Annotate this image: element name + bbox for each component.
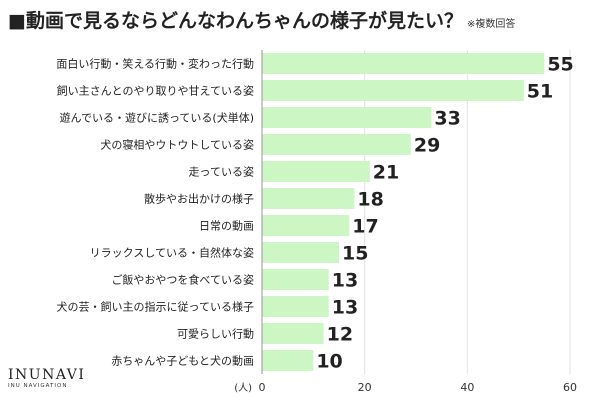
category-label: 犬の芸・飼い主の指示に従っている様子	[57, 300, 254, 314]
x-tick-label: 60	[563, 381, 577, 394]
category-label: 走っている姿	[189, 166, 254, 179]
category-label: 犬の寝相やウトウトしている姿	[100, 138, 254, 152]
category-label: ご飯やおやつを食べている姿	[111, 273, 254, 287]
value-label: 13	[332, 270, 358, 292]
category-label: 飼い主さんとのやり取りや甘えている姿	[57, 84, 254, 98]
value-label: 15	[342, 243, 368, 265]
bar	[262, 215, 350, 236]
chart-note: ※複数回答	[466, 19, 516, 30]
value-label: 51	[527, 81, 553, 103]
bar	[262, 350, 314, 371]
brand-logo: INUNAVI INU NAVIGATION	[8, 368, 85, 390]
bar	[262, 269, 329, 290]
x-unit-label: (人)	[234, 382, 252, 394]
bar	[262, 53, 545, 74]
value-label: 29	[414, 135, 440, 157]
value-label: 33	[434, 108, 460, 130]
x-tick-label: 40	[460, 381, 474, 394]
bar	[262, 134, 411, 155]
bar	[262, 323, 324, 344]
category-label: 面白い行動・笑える行動・変わった行動	[56, 57, 254, 71]
bar	[262, 161, 370, 182]
bar	[262, 80, 524, 101]
value-label: 18	[357, 189, 383, 211]
category-label: 散歩やお出かけの様子	[144, 192, 254, 206]
chart-title-text: ■動画で見るならどんなわんちゃんの様子が見たい？	[8, 10, 463, 32]
x-tick-label: 0	[259, 381, 266, 394]
chart-title: ■動画で見るならどんなわんちゃんの様子が見たい？ ※複数回答	[8, 6, 515, 33]
value-label: 17	[352, 216, 378, 238]
category-label: リラックスしている・自然体な姿	[90, 246, 254, 260]
category-label: 遊んでいる・遊びに誘っている(犬単体)	[60, 111, 254, 125]
brand-logo-tagline: INU NAVIGATION	[8, 383, 68, 389]
category-label: 赤ちゃんや子どもと犬の動画	[111, 354, 254, 368]
value-label: 21	[373, 162, 399, 184]
value-label: 13	[332, 297, 358, 319]
category-label: 可愛らしい行動	[177, 327, 254, 341]
brand-logo-name: INUNAVI	[8, 367, 86, 383]
x-tick-label: 20	[358, 381, 372, 394]
value-label: 12	[327, 324, 353, 346]
bar	[262, 188, 355, 209]
bar	[262, 242, 339, 263]
value-label: 55	[547, 54, 573, 76]
value-label: 10	[316, 351, 342, 373]
bar	[262, 107, 432, 128]
category-label: 日常の動画	[199, 219, 254, 233]
bar	[262, 296, 329, 317]
